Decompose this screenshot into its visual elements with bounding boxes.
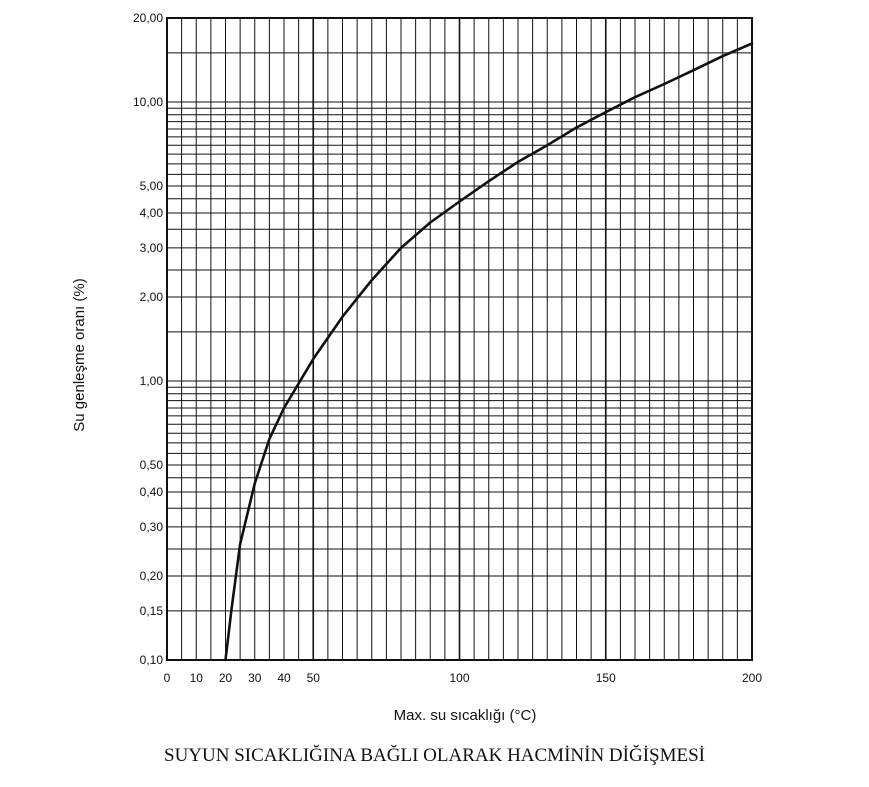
y-tick-label: 0,20 xyxy=(140,569,164,583)
y-tick-label: 0,10 xyxy=(140,653,164,667)
x-axis-title: Max. su sıcaklığı (°C) xyxy=(394,707,537,724)
y-tick-label: 0,15 xyxy=(140,604,164,618)
y-tick-label: 20,00 xyxy=(133,11,163,25)
x-tick-label: 20 xyxy=(219,671,233,685)
x-tick-label: 0 xyxy=(164,671,171,685)
y-tick-label: 10,00 xyxy=(133,95,163,109)
y-tick-label: 5,00 xyxy=(140,179,164,193)
tick-labels: 0 10 20 30 40 50 100 150 200 0,10 0,15 0,20 0,30 0,40… xyxy=(133,11,762,685)
y-tick-label: 0,40 xyxy=(140,485,164,499)
y-tick-label: 1,00 xyxy=(140,374,164,388)
y-tick-label: 3,00 xyxy=(140,241,164,255)
x-tick-label: 10 xyxy=(190,671,204,685)
x-tick-label: 150 xyxy=(596,671,616,685)
y-tick-label: 0,30 xyxy=(140,520,164,534)
x-tick-label: 50 xyxy=(307,671,321,685)
y-axis-title: Su genleşme oranı (%) xyxy=(71,278,88,431)
y-tick-label: 0,50 xyxy=(140,458,164,472)
x-tick-label: 200 xyxy=(742,671,762,685)
x-tick-label: 40 xyxy=(277,671,291,685)
y-tick-label: 4,00 xyxy=(140,206,164,220)
x-tick-label: 30 xyxy=(248,671,262,685)
figure-caption: SUYUN SICAKLIĞINA BAĞLI OLARAK HACMİNİN … xyxy=(164,745,705,766)
series xyxy=(224,42,754,662)
series-line xyxy=(224,42,754,662)
y-tick-label: 2,00 xyxy=(140,290,164,304)
plot-frame xyxy=(166,17,753,661)
x-tick-label: 100 xyxy=(449,671,469,685)
grid xyxy=(166,17,753,661)
